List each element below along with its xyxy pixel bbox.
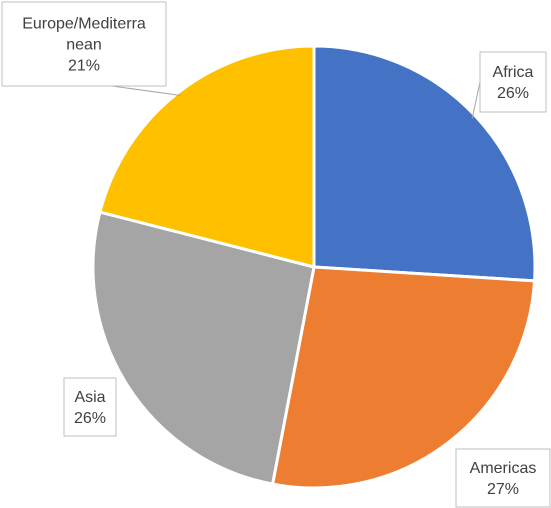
data-label-box-americas [455,448,551,508]
pie-slices [91,44,537,490]
data-label-value-asia: 26% [74,410,106,427]
data-label-americas: Americas 27% [470,460,537,498]
pie-slice-asia [91,210,316,486]
data-label-category-europe-mediterranean: Europe/Mediterra [22,16,146,33]
label-leader-lines [111,81,481,119]
data-label-box-asia [63,377,117,437]
leader-line-africa [471,81,481,119]
data-label-africa: Africa 26% [493,64,534,102]
data-label-box-europe-mediterranean [1,1,167,87]
pie-slice-africa [312,44,537,283]
data-label-category-africa: Africa [493,64,534,81]
data-label-category-americas: Americas [470,460,537,477]
data-label-value-africa: 26% [497,85,529,102]
data-label-box-africa [479,51,547,113]
data-label-asia: Asia 26% [74,389,106,427]
data-label-europe-mediterranean: Europe/Mediterra nean 21% [22,16,146,75]
data-label-value-europe-mediterranean: 21% [68,58,100,75]
pie-slice-americas [271,265,537,490]
data-label-value-americas: 27% [487,481,519,498]
pie-slice-europe-mediterranean [98,44,316,269]
data-label-category-europe-mediterranean: nean [66,37,102,54]
leader-line-europe-mediterranean [111,85,182,96]
data-label-category-asia: Asia [74,389,105,406]
